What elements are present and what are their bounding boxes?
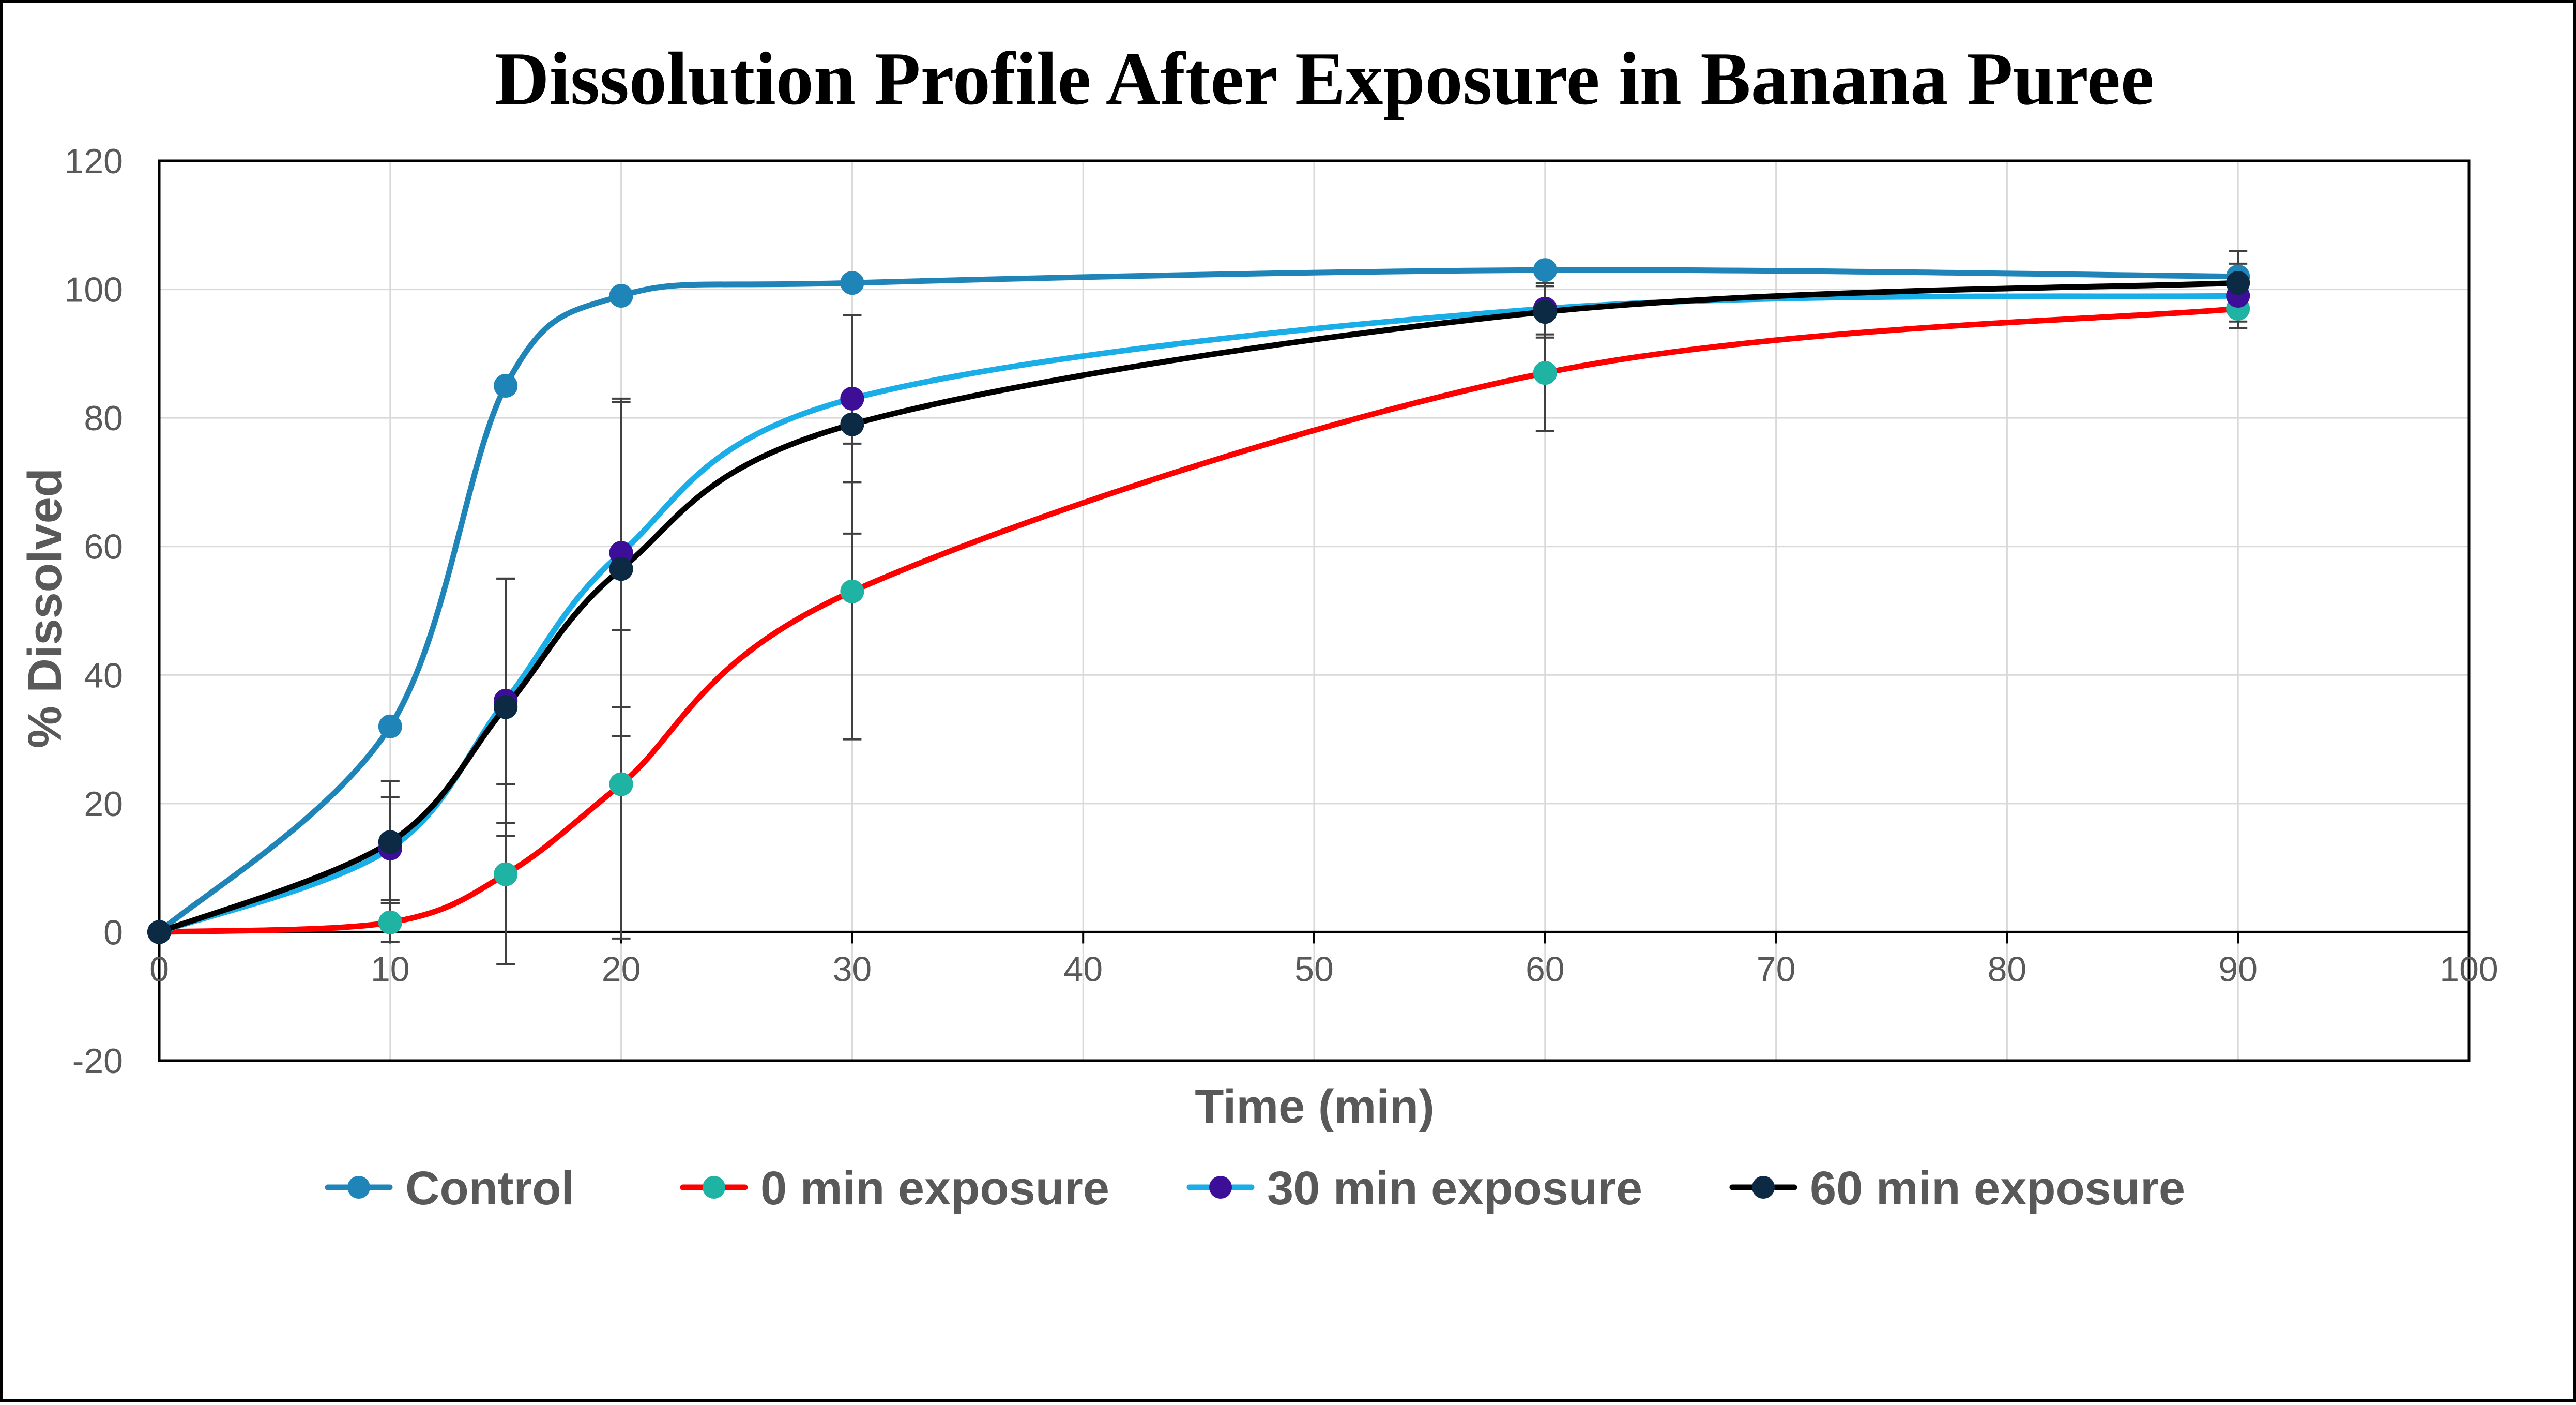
data-point-series-1 [378, 910, 402, 934]
legend: Control 0 min exposure 30 min exposure 60 m… [325, 1162, 2185, 1215]
x-tick-label: 50 [1294, 949, 1334, 989]
y-tick-label: 20 [84, 784, 123, 824]
series-line-3 [156, 280, 2241, 935]
data-point-series-3 [378, 830, 402, 854]
data-point-series-1 [609, 772, 633, 796]
legend-label-0: Control [405, 1162, 574, 1215]
y-tick-label: 100 [65, 270, 123, 310]
legend-label-2: 30 min exposure [1267, 1162, 1642, 1215]
series-line-2 [156, 293, 2241, 935]
x-tick-label: 60 [1526, 949, 1565, 989]
y-tick-label: 0 [103, 913, 123, 952]
data-point-series-1 [494, 862, 518, 886]
x-tick-label: 10 [371, 949, 410, 989]
tick-labels: -20 0 20 40 60 80 100 120 0 10 20 30 40 50 60 70 80 90 100 [65, 142, 2498, 1081]
data-point-series-0 [378, 714, 402, 738]
x-tick-label: 100 [2440, 949, 2498, 989]
series-line-0 [156, 267, 2241, 935]
y-tick-label: 120 [65, 142, 123, 181]
data-point-series-3 [840, 412, 864, 436]
data-point-series-1 [1533, 361, 1557, 385]
y-axis-title: % Dissolved [19, 468, 71, 748]
series-line-1 [156, 306, 2241, 935]
legend-marker-1 [703, 1176, 725, 1199]
legend-marker-0 [347, 1176, 370, 1199]
data-point-series-3 [1533, 300, 1557, 324]
error-bars [380, 250, 2248, 965]
data-points [147, 258, 2250, 944]
data-point-series-0 [494, 374, 518, 398]
x-tick-label: 90 [2218, 949, 2258, 989]
data-point-series-0 [840, 271, 864, 295]
data-point-series-1 [840, 579, 864, 603]
data-point-series-3 [2226, 271, 2250, 295]
data-point-series-2 [840, 386, 864, 411]
y-tick-label: 80 [84, 399, 123, 438]
x-tick-label: 30 [833, 949, 872, 989]
x-tick-label: 40 [1063, 949, 1103, 989]
x-axis-title: Time (min) [1195, 1080, 1434, 1133]
series-lines [156, 267, 2241, 935]
chart-svg: Dissolution Profile After Exposure in Ba… [19, 37, 2498, 1215]
x-tick-label: 80 [1988, 949, 2027, 989]
legend-marker-3 [1752, 1176, 1775, 1199]
x-tick-label: 20 [602, 949, 641, 989]
data-point-series-3 [494, 695, 518, 719]
data-point-series-3 [609, 557, 633, 581]
legend-label-3: 60 min exposure [1810, 1162, 2185, 1215]
data-point-series-3 [147, 920, 171, 944]
data-point-series-0 [1533, 258, 1557, 282]
y-tick-label: 60 [84, 527, 123, 567]
x-tick-label: 0 [149, 949, 169, 989]
y-tick-label: 40 [84, 656, 123, 695]
y-tick-label: -20 [72, 1041, 123, 1081]
legend-marker-2 [1209, 1176, 1232, 1199]
legend-label-1: 0 min exposure [760, 1162, 1109, 1215]
data-point-series-0 [609, 284, 633, 308]
x-tick-label: 70 [1757, 949, 1796, 989]
chart-title: Dissolution Profile After Exposure in Ba… [495, 37, 2154, 120]
